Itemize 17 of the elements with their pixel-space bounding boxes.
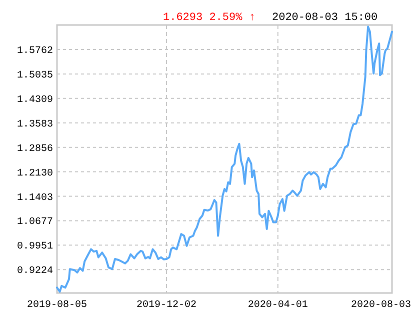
- x-tick-label: 2019-08-05: [26, 300, 88, 311]
- y-tick-label: 1.3583: [16, 119, 53, 130]
- x-tick-label: 2020-08-03: [350, 300, 412, 311]
- y-tick-label: 1.5035: [16, 70, 53, 82]
- y-tick-label: 1.5762: [16, 46, 53, 58]
- x-tick-label: 2019-12-02: [136, 300, 197, 311]
- chart-title: 1.6293 2.59% ↑: [163, 12, 256, 24]
- chart-subtitle: 2020-08-03 15:00: [272, 12, 378, 24]
- y-tick-label: 1.4309: [16, 94, 53, 106]
- y-tick-label: 0.9951: [16, 242, 53, 253]
- line-series: [56, 26, 393, 293]
- y-tick-label: 1.2130: [16, 168, 53, 180]
- y-tick-label: 1.0677: [16, 217, 53, 228]
- y-tick-label: 1.2856: [16, 144, 53, 155]
- y-tick-label: 0.9224: [16, 266, 53, 278]
- x-tick-label: 2020-04-01: [248, 300, 308, 311]
- y-tick-label: 1.1403: [16, 192, 53, 204]
